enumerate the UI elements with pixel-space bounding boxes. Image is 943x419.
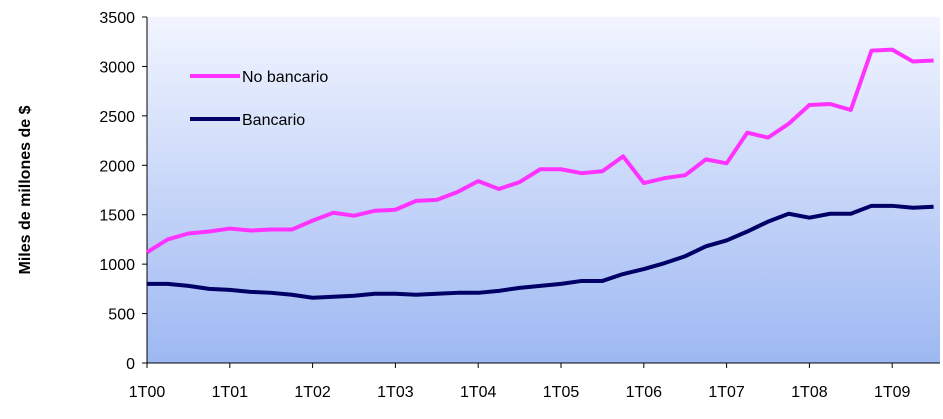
x-tick-label: 1T00 bbox=[129, 384, 166, 401]
x-tick-label: 1T08 bbox=[791, 384, 828, 401]
line-series bbox=[145, 47, 934, 254]
plot-area bbox=[147, 17, 940, 363]
x-tick-label: 1T02 bbox=[294, 384, 331, 401]
x-tick-label: 1T07 bbox=[708, 384, 745, 401]
legend-label: No bancario bbox=[242, 69, 328, 86]
x-tick-label: 1T03 bbox=[377, 384, 414, 401]
y-tick-label: 1500 bbox=[99, 208, 135, 225]
y-tick-label: 500 bbox=[108, 307, 135, 324]
y-tick-label: 2500 bbox=[99, 109, 135, 126]
y-tick-label: 3500 bbox=[99, 10, 135, 27]
y-tick-label: 3000 bbox=[99, 59, 135, 76]
legend-label: Bancario bbox=[242, 112, 305, 129]
x-tick-label: 1T01 bbox=[212, 384, 249, 401]
y-axis-label: Miles de millones de $ bbox=[17, 105, 34, 274]
y-tick-label: 1000 bbox=[99, 257, 135, 274]
x-tick-label: 1T05 bbox=[543, 384, 580, 401]
line-series bbox=[147, 203, 934, 300]
x-tick-label: 1T09 bbox=[874, 384, 911, 401]
x-tick-label: 1T04 bbox=[460, 384, 497, 401]
y-tick-label: 0 bbox=[126, 356, 135, 373]
y-tick-label: 2000 bbox=[99, 158, 135, 175]
x-tick-label: 1T06 bbox=[626, 384, 663, 401]
